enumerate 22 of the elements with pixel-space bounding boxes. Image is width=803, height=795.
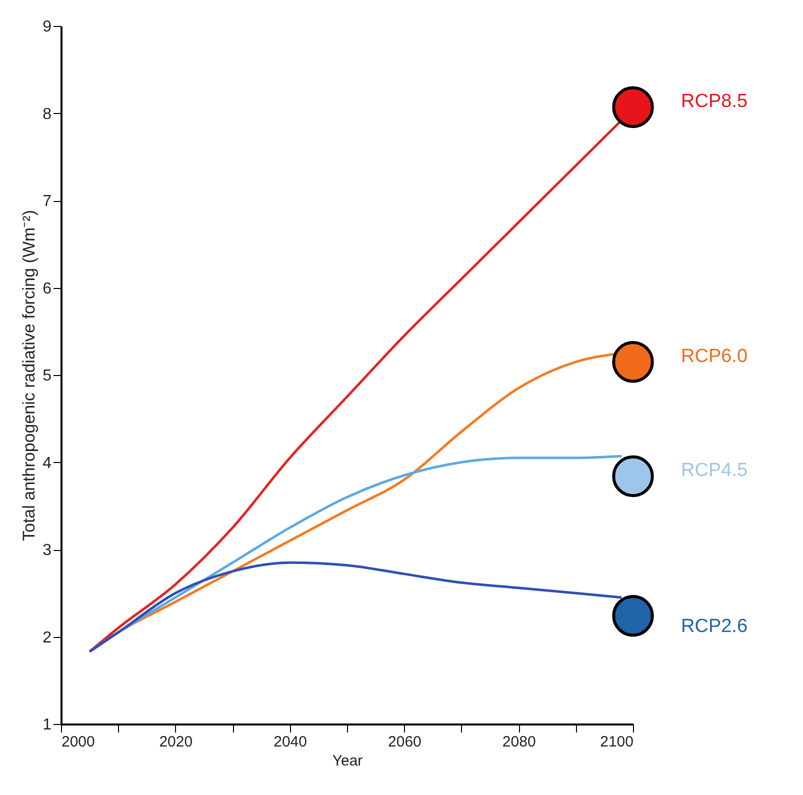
y-tick-label: 2 <box>42 629 52 646</box>
series-label: RCP8.5 <box>681 91 748 112</box>
y-tick-label: 1 <box>42 716 52 734</box>
x-tick-label: 2080 <box>502 734 536 750</box>
series-label: RCP4.5 <box>681 460 748 482</box>
y-tick-label: 5 <box>42 368 52 384</box>
y-tick-label: 4 <box>42 454 52 472</box>
x-tick-label: 2100 <box>600 734 634 750</box>
y-tick-label: 3 <box>42 542 52 559</box>
y-axis-title: Total anthropogenic radiative forcing (Wm⁻²) <box>20 210 39 542</box>
y-tick-label: 6 <box>42 280 52 298</box>
x-tick-label: 2020 <box>159 734 193 750</box>
series-label: RCP2.6 <box>681 616 748 637</box>
line-series <box>88 561 623 653</box>
series-label: RCP6.0 <box>681 346 748 367</box>
y-tick-label: 7 <box>42 193 52 210</box>
x-axis-title: Year <box>332 752 363 770</box>
y-tick-label: 8 <box>42 106 52 123</box>
x-tick-label: 2060 <box>388 734 422 750</box>
y-tick-label: 9 <box>42 18 52 36</box>
x-tick-label: 2000 <box>62 734 95 750</box>
x-tick-label: 2040 <box>274 734 307 750</box>
